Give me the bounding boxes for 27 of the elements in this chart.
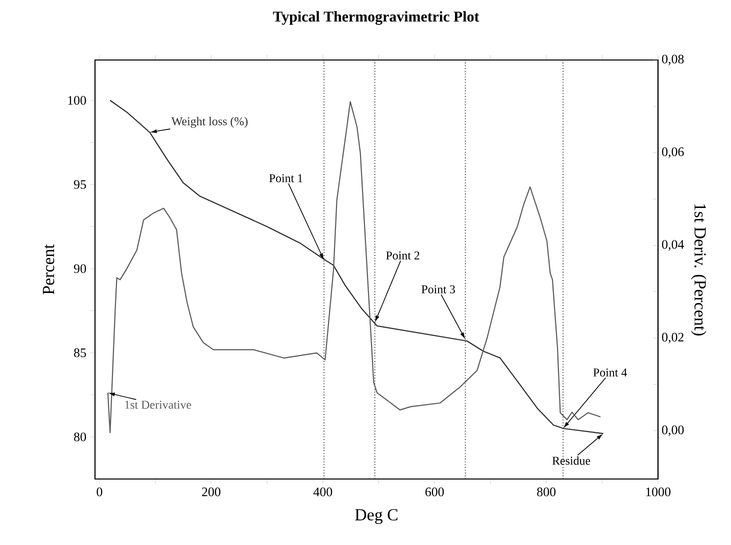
x-axis-title: Deg C xyxy=(355,509,398,524)
x-tick-label: 400 xyxy=(313,488,332,496)
annotation: Point 1 xyxy=(269,174,302,182)
y-tick-label: 85 xyxy=(74,348,86,358)
annotation: Point 2 xyxy=(386,251,420,260)
y2-tick-label: 0,04 xyxy=(662,240,684,251)
y-axis-title: Percent xyxy=(42,244,54,294)
chart-title: Typical Thermogravimetric Plot xyxy=(273,11,480,25)
annotation: Point 3 xyxy=(422,285,455,294)
y2-axis-title: 1st Deriv. (Percent) xyxy=(691,204,706,336)
y2-tick-label: 0,06 xyxy=(662,147,684,158)
annotation: Point 4 xyxy=(593,368,627,377)
x-tick-label: 600 xyxy=(425,488,444,496)
x-tick-label: 800 xyxy=(537,488,556,496)
y-tick-label: 100 xyxy=(68,96,86,105)
y2-tick-label: 0,00 xyxy=(662,425,684,436)
series-label: Weight loss (%) xyxy=(171,116,248,128)
y-tick-label: 95 xyxy=(74,180,86,189)
annotation: Residue xyxy=(552,456,590,465)
y-tick-label: 90 xyxy=(74,264,86,274)
series-label: 1st Derivative xyxy=(125,400,192,409)
x-tick-label: 1000 xyxy=(646,488,670,496)
y2-tick-label: 0,02 xyxy=(662,332,684,344)
y-tick-label: 80 xyxy=(74,432,86,442)
x-tick-label: 0 xyxy=(96,488,102,496)
y2-tick-label: 0,08 xyxy=(662,54,684,66)
x-tick-label: 200 xyxy=(202,488,220,496)
